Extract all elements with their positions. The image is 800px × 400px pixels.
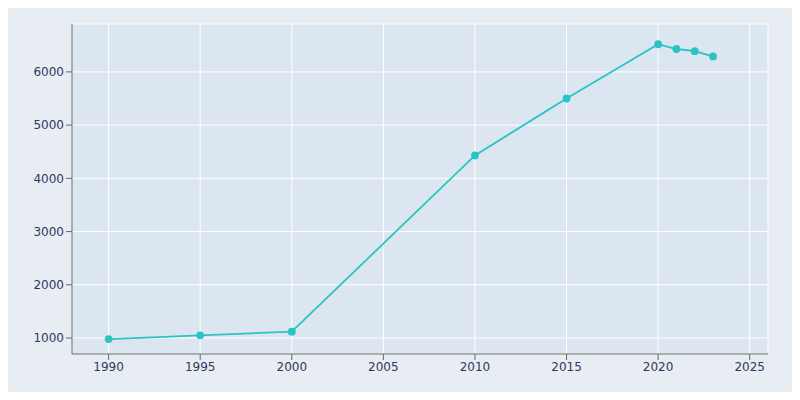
svg-text:5000: 5000 — [33, 118, 64, 132]
svg-text:1000: 1000 — [33, 331, 64, 345]
svg-text:1990: 1990 — [93, 360, 124, 374]
svg-text:3000: 3000 — [33, 225, 64, 239]
svg-text:2020: 2020 — [643, 360, 674, 374]
svg-text:2000: 2000 — [277, 360, 308, 374]
svg-text:2010: 2010 — [460, 360, 491, 374]
svg-text:2005: 2005 — [368, 360, 399, 374]
svg-text:2000: 2000 — [33, 278, 64, 292]
svg-text:6000: 6000 — [33, 65, 64, 79]
svg-text:2015: 2015 — [551, 360, 582, 374]
svg-text:4000: 4000 — [33, 172, 64, 186]
svg-text:1995: 1995 — [185, 360, 216, 374]
svg-text:2025: 2025 — [734, 360, 765, 374]
